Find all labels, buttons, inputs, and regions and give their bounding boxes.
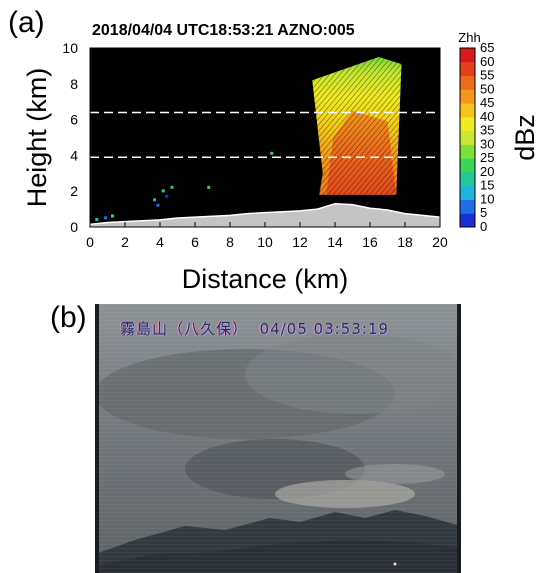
x-tick-label: 6: [191, 234, 199, 250]
weak-echo: [270, 151, 274, 155]
colorbar-tick-label: 25: [480, 150, 494, 165]
colorbar-tick-label: 5: [480, 205, 487, 220]
colorbar-segment: [460, 48, 475, 63]
x-tick-label: 18: [397, 234, 413, 250]
colorbar-tick-label: 15: [480, 178, 494, 193]
colorbar-segment: [460, 61, 475, 77]
panel-b-label: (b): [50, 301, 87, 334]
radar-chart: 0 2 4 6 8 10 12 14 16 18 20 0 2 4 6 8 10 Distance (km) Hei…: [22, 30, 540, 294]
y-tick-label: 10: [62, 40, 78, 56]
colorbar-tick-label: 0: [480, 219, 487, 234]
weak-echo: [165, 194, 169, 198]
x-tick-label: 8: [226, 234, 234, 250]
colorbar-segment: [460, 185, 475, 200]
y-tick-label: 8: [70, 76, 78, 92]
weak-echo: [170, 185, 174, 189]
colorbar-unit: dBz: [510, 114, 540, 161]
colorbar-segment: [460, 171, 475, 187]
colorbar-segment: [460, 130, 475, 145]
radar-title: 2018/04/04 UTC18:53:21 AZNO:005: [92, 22, 355, 39]
x-tick-label: 20: [432, 234, 448, 250]
y-axis-title: Height (km): [22, 68, 52, 208]
x-axis-title: Distance (km): [182, 264, 349, 294]
weak-echo: [95, 218, 99, 222]
weak-echo: [111, 214, 114, 218]
colorbar-segment: [460, 199, 475, 214]
terrain-outline: [89, 202, 441, 226]
colorbar-segment: [460, 144, 475, 159]
x-tick-label: 14: [327, 234, 343, 250]
echo-scan-texture: [312, 56, 402, 195]
y-tick-label: 2: [70, 183, 78, 199]
photo-caption: 霧島山（八久保） 04/05 03:53:19: [120, 320, 389, 338]
colorbar-tick-label: 60: [480, 54, 494, 69]
y-tick-label: 6: [70, 112, 78, 128]
colorbar-tick-label: 65: [480, 40, 494, 55]
x-tick-label: 0: [86, 234, 94, 250]
webcam-photo: [95, 304, 461, 573]
colorbar-tick-label: 40: [480, 109, 494, 124]
terrain-profile: [90, 203, 440, 227]
colorbar-segment: [460, 103, 475, 118]
colorbar-segment: [460, 116, 475, 132]
colorbar-tick-label: 20: [480, 164, 494, 179]
colorbar-tick-label: 55: [480, 68, 494, 83]
colorbar-segment: [460, 158, 475, 173]
y-tick-label: 0: [70, 219, 78, 235]
colorbar-segment: [460, 75, 475, 90]
panel-a-label: (a): [8, 6, 45, 39]
colorbar-segment: [460, 89, 475, 104]
weak-echo: [161, 189, 165, 193]
colorbar-segment: [460, 213, 475, 228]
x-tick-label: 4: [156, 234, 164, 250]
colorbar-tick-label: 50: [480, 81, 494, 96]
colorbar-tick-label: 45: [480, 95, 494, 110]
weak-echo: [156, 203, 160, 207]
x-tick-label: 10: [257, 234, 273, 250]
weak-echo: [153, 198, 156, 202]
colorbar-tick-label: 30: [480, 136, 494, 151]
weak-echo: [207, 185, 211, 189]
y-tick-label: 4: [70, 147, 78, 163]
weak-echo: [104, 216, 107, 220]
colorbar-title: Zhh: [458, 30, 480, 45]
x-tick-label: 12: [292, 234, 308, 250]
x-tick-label: 2: [121, 234, 129, 250]
colorbar-border: [459, 47, 476, 228]
x-tick-label: 16: [362, 234, 378, 250]
colorbar-tick-label: 10: [480, 191, 494, 206]
colorbar-tick-label: 35: [480, 123, 494, 138]
